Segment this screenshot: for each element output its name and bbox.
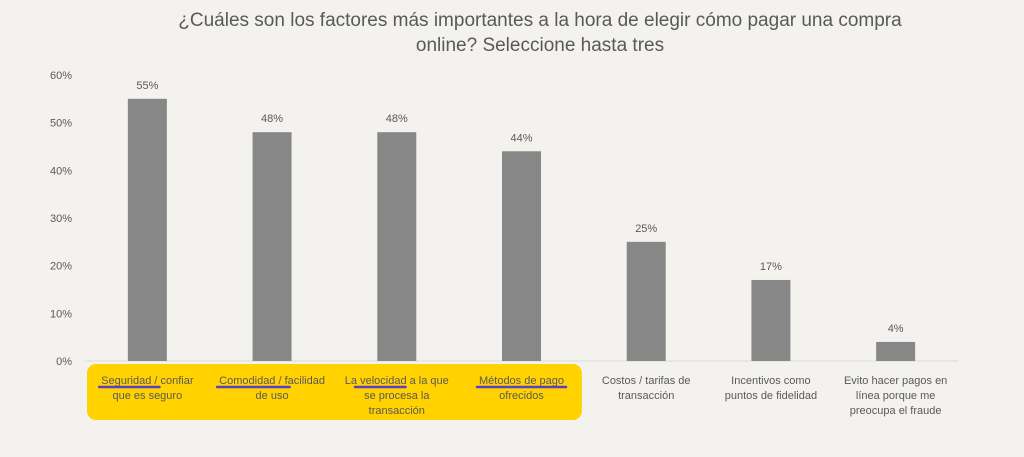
x-tick-label: Costos / tarifas de [602,375,691,387]
bar [876,341,916,361]
x-tick-label: Incentivos como [731,375,810,387]
chart-title: ¿Cuáles son los factores más importantes… [90,8,990,58]
data-label: 4% [888,323,904,335]
data-label: 17% [760,261,782,273]
x-tick-label: de uso [256,390,289,402]
x-tick-label: La velocidad a la que [345,375,449,387]
y-tick-label: 10% [50,308,72,320]
x-tick-label: preocupa el fraude [850,405,942,417]
bar [626,241,666,361]
x-tick-label: transacción [369,405,425,417]
bar [751,279,791,361]
chart-title-line-2: online? Seleccione hasta tres [415,35,665,56]
y-tick-label: 50% [50,118,72,130]
x-tick-label: línea porque me [856,390,936,402]
x-tick-label: que es seguro [112,390,182,402]
x-tick-label: Seguridad / confiar [101,375,194,387]
x-tick-label: ofrecidos [499,390,544,402]
bar [127,98,167,361]
data-label: 25% [635,223,657,235]
y-tick-label: 30% [50,213,72,225]
highlight-box [87,364,582,420]
x-tick-label: Comodidad / facilidad [219,375,325,387]
x-tick-label: transacción [618,390,674,402]
y-tick-label: 20% [50,261,72,273]
bar [377,132,417,361]
bar [252,132,292,361]
x-tick-label: Evito hacer pagos en [844,375,947,387]
y-tick-label: 60% [50,70,72,82]
y-tick-label: 0% [56,356,72,368]
data-label: 48% [261,113,283,125]
x-tick-label: Métodos de pago [479,375,564,387]
bar [502,151,541,361]
data-label: 48% [386,113,408,125]
x-tick-label: se procesa la [364,390,430,402]
y-tick-label: 40% [50,165,72,177]
data-label: 44% [510,132,532,144]
chart-title-line-1: ¿Cuáles son los factores más importantes… [178,10,902,31]
data-label: 55% [136,80,158,92]
x-tick-label: puntos de fidelidad [725,390,817,402]
